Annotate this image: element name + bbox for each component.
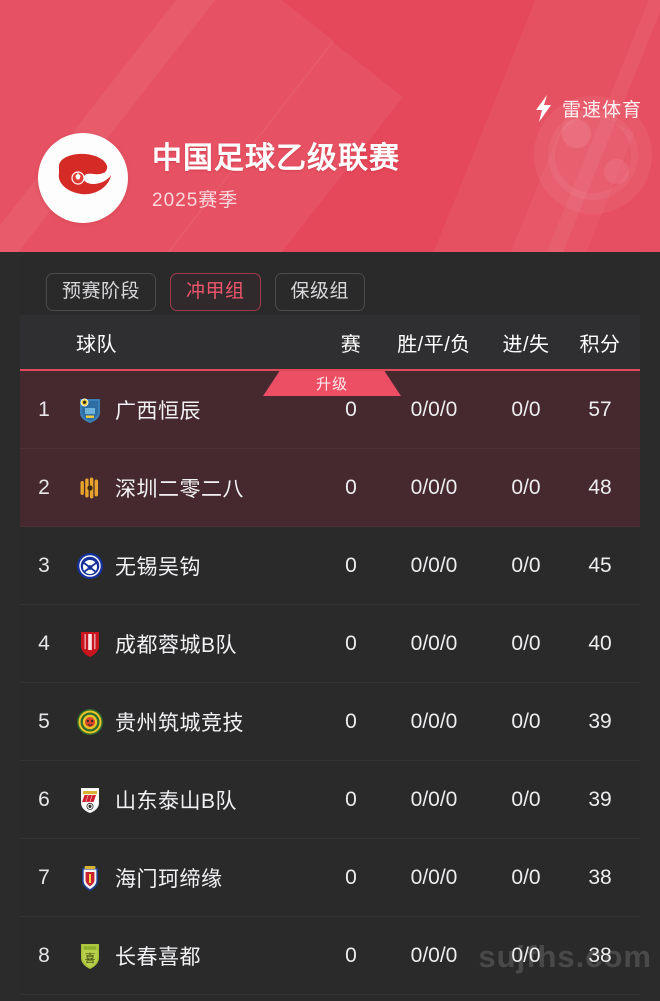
standings-card: 预赛阶段 冲甲组 保级组 球队 赛 胜/平/负 进/失 积分 升级 1 xyxy=(20,252,640,1001)
chengdu-rongcheng-b-logo xyxy=(81,631,99,657)
row-rank: 3 xyxy=(38,553,50,577)
tab-qualifying-stage[interactable]: 预赛阶段 xyxy=(46,272,157,311)
row-points: 38 xyxy=(588,865,612,889)
lightning-bolt-icon xyxy=(535,95,551,122)
league-identity: 中国足球乙级联赛 2025赛季 xyxy=(38,133,400,223)
row-points: 57 xyxy=(588,397,612,421)
row-team-name: 海门珂缔缘 xyxy=(115,867,223,891)
row-wdl: 0/0/0 xyxy=(410,865,458,889)
row-team-name: 长春喜都 xyxy=(115,945,201,969)
row-team-name: 无锡吴钩 xyxy=(115,555,201,579)
row-goals: 0/0 xyxy=(511,709,541,733)
svg-text:喜: 喜 xyxy=(85,952,96,965)
row-rank: 7 xyxy=(38,865,50,889)
app-brand[interactable]: 雷速体育 xyxy=(534,95,642,122)
row-team-name: 成都蓉城B队 xyxy=(115,633,238,657)
row-goals: 0/0 xyxy=(511,787,541,811)
column-header-wdl[interactable]: 胜/平/负 xyxy=(397,333,471,356)
column-header-played[interactable]: 赛 xyxy=(340,333,362,356)
wuxi-wugou-logo xyxy=(77,552,103,579)
row-played: 0 xyxy=(345,553,357,577)
table-row[interactable]: 5 贵州筑城竞技 0 0/0/0 0/0 39 xyxy=(20,683,640,761)
row-rank: 1 xyxy=(38,397,50,421)
row-points: 38 xyxy=(588,943,612,967)
football-watermark-icon xyxy=(534,96,652,214)
guizhou-zhucheng-logo xyxy=(77,708,103,735)
column-header-team[interactable]: 球队 xyxy=(76,333,117,356)
league-title: 中国足球乙级联赛 xyxy=(152,142,400,175)
row-goals: 0/0 xyxy=(511,397,541,421)
league-crest-icon xyxy=(38,133,128,223)
row-wdl: 0/0/0 xyxy=(410,553,458,577)
haimen-codion-logo xyxy=(82,865,98,891)
guangxi-hengchen-logo xyxy=(80,398,100,423)
row-played: 0 xyxy=(345,475,357,499)
tab-promotion-group[interactable]: 冲甲组 xyxy=(170,272,261,311)
row-wdl: 0/0/0 xyxy=(410,397,458,421)
row-rank: 6 xyxy=(38,787,50,811)
shenzhen-2028-logo xyxy=(80,477,98,498)
row-wdl: 0/0/0 xyxy=(410,475,458,499)
row-played: 0 xyxy=(345,397,357,421)
table-row[interactable]: 3 无锡吴钩 0 0/0/0 0/0 45 xyxy=(20,527,640,605)
row-points: 39 xyxy=(588,709,612,733)
row-points: 39 xyxy=(588,787,612,811)
row-played: 0 xyxy=(345,787,357,811)
table-row[interactable]: 7 海门珂缔缘 0 0/0/0 0/0 38 xyxy=(20,839,640,917)
row-points: 48 xyxy=(588,475,612,499)
promotion-zone-badge: 升级 xyxy=(263,371,401,396)
row-wdl: 0/0/0 xyxy=(410,631,458,655)
row-goals: 0/0 xyxy=(511,865,541,889)
row-played: 0 xyxy=(345,631,357,655)
row-team-name: 贵州筑城竞技 xyxy=(115,711,244,735)
league-hero-banner: 雷速体育 中国足球乙级联赛 2025赛季 xyxy=(0,0,660,252)
row-points: 45 xyxy=(588,553,612,577)
row-team-name: 深圳二零二八 xyxy=(115,477,244,501)
table-header: 球队 赛 胜/平/负 进/失 积分 xyxy=(20,315,640,371)
row-goals: 0/0 xyxy=(511,553,541,577)
row-played: 0 xyxy=(345,865,357,889)
app-brand-name: 雷速体育 xyxy=(561,100,642,121)
column-header-points[interactable]: 积分 xyxy=(579,333,621,356)
column-header-goals[interactable]: 进/失 xyxy=(502,333,550,356)
tab-relegation-group[interactable]: 保级组 xyxy=(274,272,366,311)
row-rank: 8 xyxy=(38,943,50,967)
row-team-name: 山东泰山B队 xyxy=(115,789,238,813)
row-rank: 2 xyxy=(38,475,50,499)
league-season: 2025赛季 xyxy=(152,190,239,211)
group-tabs: 预赛阶段 冲甲组 保级组 xyxy=(20,252,640,315)
row-goals: 0/0 xyxy=(511,631,541,655)
row-wdl: 0/0/0 xyxy=(410,943,458,967)
row-wdl: 0/0/0 xyxy=(410,787,458,811)
row-team-name: 广西恒辰 xyxy=(115,399,201,423)
table-row[interactable]: 8 喜 长春喜都 0 0/0/0 0/0 38 xyxy=(20,917,640,995)
row-wdl: 0/0/0 xyxy=(410,709,458,733)
row-goals: 0/0 xyxy=(511,943,541,967)
row-points: 40 xyxy=(588,631,612,655)
changchun-xidu-logo: 喜 xyxy=(81,943,99,969)
table-row[interactable]: 4 成都蓉城B队 0 0/0/0 0/0 40 xyxy=(20,605,640,683)
row-rank: 5 xyxy=(38,709,50,733)
row-rank: 4 xyxy=(38,631,50,655)
row-goals: 0/0 xyxy=(511,475,541,499)
row-played: 0 xyxy=(345,943,357,967)
table-row[interactable]: 2 深圳二零二八 0 0/0/0 0/0 xyxy=(20,449,640,527)
shandong-taishan-b-logo xyxy=(81,787,99,813)
standings-table-body: 1 广西恒辰 0 0/0/0 0/0 57 xyxy=(20,371,640,995)
table-row[interactable]: 6 山东泰山B队 xyxy=(20,761,640,839)
row-played: 0 xyxy=(345,709,357,733)
